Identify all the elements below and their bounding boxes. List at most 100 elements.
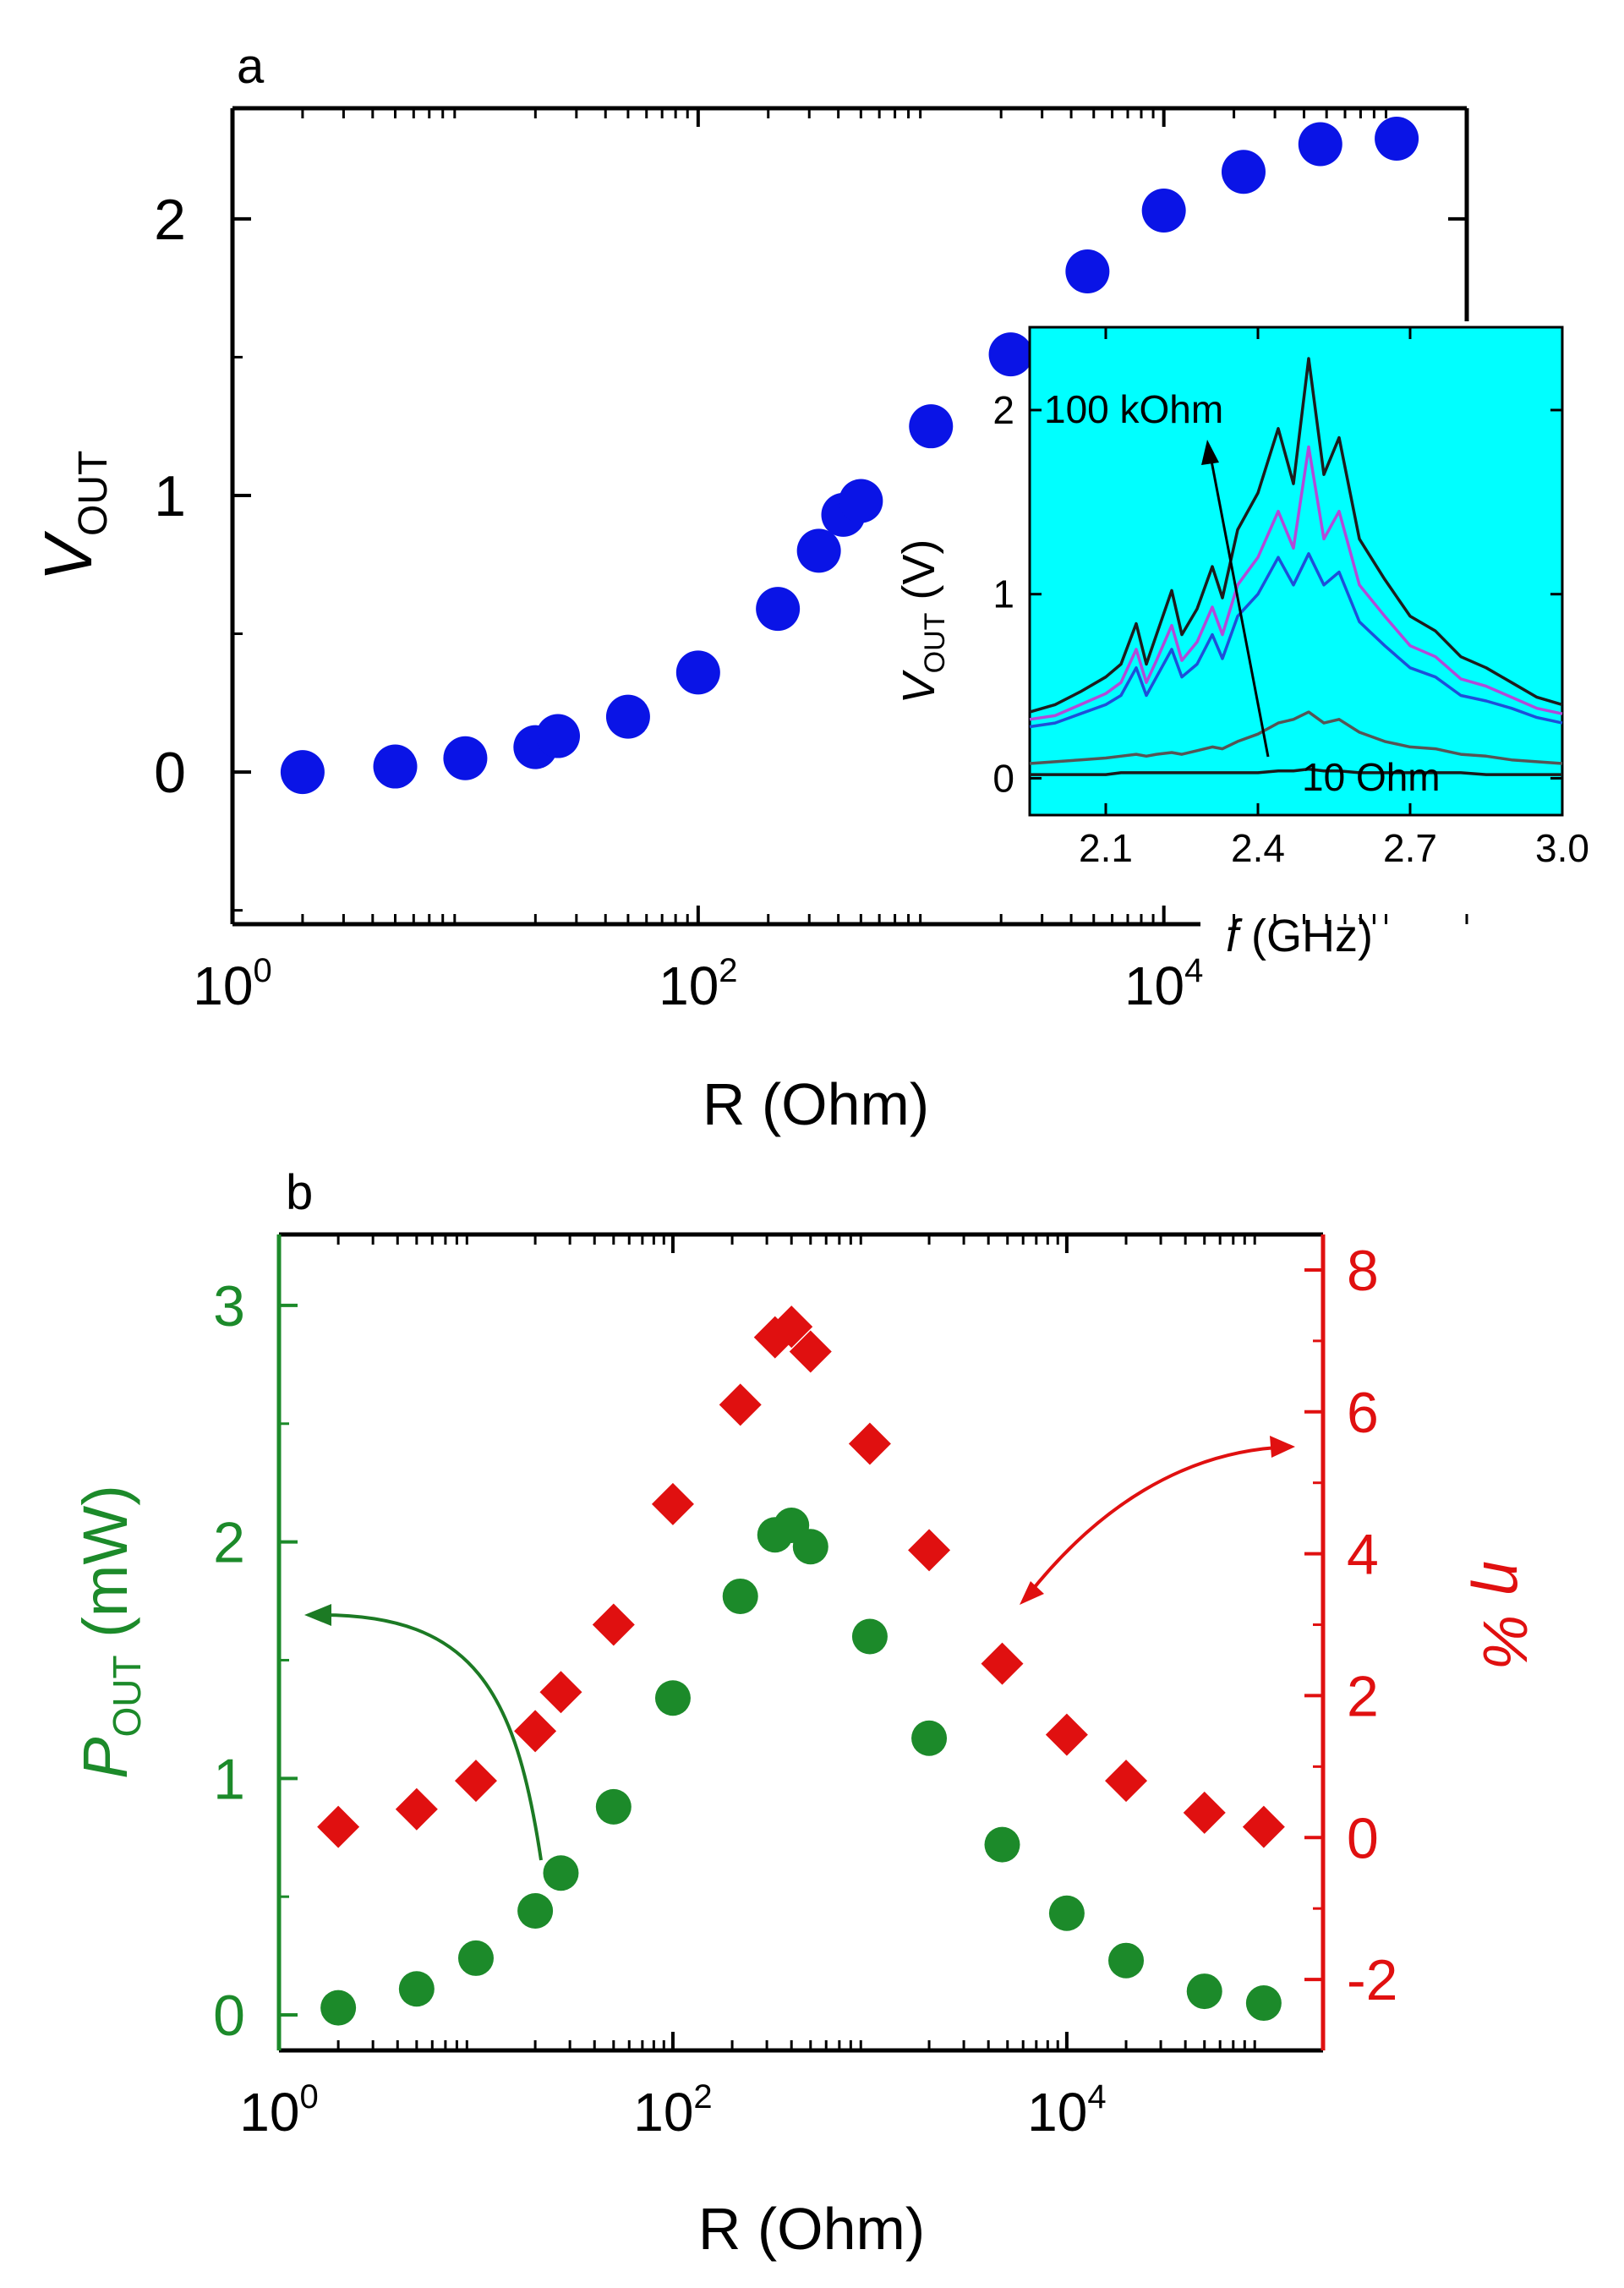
panel-b-x-tick-label: 102 xyxy=(633,2078,712,2143)
inset-tick-labels: 2.1 2.4 2.7 3.0 0 1 2 xyxy=(992,388,1589,870)
panel-a-point xyxy=(1065,249,1110,293)
panel-b-right-y-label: η % xyxy=(1470,1561,1540,1668)
panel-a-point xyxy=(909,404,954,449)
panel-b-right-y-tick-label: 0 xyxy=(1347,1806,1379,1870)
panel-a-label: a xyxy=(237,39,265,94)
inset-x-tick-label: 2.1 xyxy=(1079,826,1133,870)
panel-a-point xyxy=(1375,116,1419,161)
panel-b-x-tick-label: 104 xyxy=(1027,2078,1106,2143)
panel-a-point xyxy=(280,750,325,795)
panel-b-efficiency-point xyxy=(981,1642,1024,1685)
panel-b-efficiency-point xyxy=(592,1603,635,1646)
panel-b-efficiency-point xyxy=(1045,1713,1088,1756)
panel-b-efficiency-point xyxy=(539,1671,582,1714)
panel-a-y-tick-label: 1 xyxy=(154,464,186,528)
panel-b-x-tick-label: 100 xyxy=(239,2078,318,2143)
panel-b-pout-point xyxy=(398,1971,435,2007)
panel-b-efficiency-point xyxy=(651,1482,694,1525)
panel-b-efficiency-points xyxy=(317,1305,1285,1848)
panel-a-point xyxy=(796,528,841,573)
panel-a-x-tick-label: 100 xyxy=(193,952,271,1016)
inset-spectrum-line xyxy=(1029,445,1563,721)
panel-b-efficiency-point xyxy=(908,1529,951,1572)
inset-trend-arrow-head xyxy=(1201,440,1219,465)
panel-b-pout-point xyxy=(851,1618,888,1655)
inset-spectrum-line xyxy=(1029,357,1563,714)
panel-b-pout-point xyxy=(654,1680,691,1716)
panel-b-left-y-label: POUT (mW) xyxy=(70,1485,149,1779)
panel-a-tick-labels: 100 102 104 0 1 2 xyxy=(154,188,1203,1016)
inset-x-tick-label: 2.4 xyxy=(1231,826,1285,870)
panel-b-tick-labels: 100 102 104 0 1 2 3 -2 0 2 4 6 8 xyxy=(213,1239,1397,2143)
panel-b-pout-point xyxy=(320,1990,357,2026)
panel-b-pout-point xyxy=(543,1855,579,1891)
inset-background xyxy=(1028,326,1564,817)
panel-b-red-arrow-tail-head xyxy=(1020,1581,1044,1605)
inset-trend-arrow-line xyxy=(1210,460,1270,758)
panel-b-pout-point xyxy=(1245,1985,1282,2022)
panel-a-point xyxy=(675,650,720,695)
inset-annotation-top: 100 kOhm xyxy=(1044,387,1223,431)
inset-spectrum-line xyxy=(1029,552,1563,729)
panel-b-green-arrow-head xyxy=(304,1604,331,1626)
panel-b-green-arrow-line xyxy=(320,1613,543,1861)
panel-b-pout-point xyxy=(1108,1942,1145,1979)
panel-a-point xyxy=(839,479,883,523)
panel-b-efficiency-point xyxy=(454,1760,497,1803)
panel-a-point xyxy=(536,714,581,758)
inset-spectrum-line xyxy=(1029,710,1563,765)
panel-a-x-tick-label: 102 xyxy=(659,952,737,1016)
panel-a-x-tick-label: 104 xyxy=(1124,952,1203,1016)
panel-b-left-y-tick-label: 0 xyxy=(213,1984,245,2048)
panel-a-data-points xyxy=(280,116,1419,795)
inset-ticks xyxy=(1030,327,1564,815)
inset-y-tick-label: 2 xyxy=(992,388,1014,432)
panel-b-pout-point xyxy=(1186,1973,1222,2010)
panel-b-right-y-tick-label: 2 xyxy=(1347,1664,1379,1728)
inset-x-label: f (GHz) xyxy=(1226,911,1373,961)
panel-b-pout-point xyxy=(595,1788,632,1825)
inset-x-tick-label: 2.7 xyxy=(1383,826,1437,870)
inset-spectra xyxy=(1029,357,1563,776)
panel-b-label: b xyxy=(286,1165,313,1220)
panel-a-point xyxy=(1298,122,1342,167)
panel-a-point xyxy=(443,736,488,780)
panel-b-efficiency-point xyxy=(1105,1760,1148,1803)
panel-b-efficiency-point xyxy=(1183,1791,1226,1834)
inset-annotation-bottom: 10 Ohm xyxy=(1302,755,1441,799)
panel-b-x-label: R (Ohm) xyxy=(698,2196,925,2262)
panel-b-efficiency-point xyxy=(1242,1805,1285,1848)
panel-b-right-y-tick-label: -2 xyxy=(1347,1948,1397,2012)
panel-b-pout-point xyxy=(984,1826,1020,1863)
panel-a-inset: 2.1 2.4 2.7 3.0 0 1 2 100 kOhm 10 Ohm VOUT (V)… xyxy=(894,326,1589,961)
panel-b-efficiency-point xyxy=(514,1710,557,1753)
panel-b-red-arrow-line xyxy=(1025,1446,1277,1598)
panel-b-pout-point xyxy=(722,1578,758,1614)
inset-y-tick-label: 1 xyxy=(992,572,1014,616)
inset-x-tick-label: 3.0 xyxy=(1535,826,1589,870)
panel-a-y-tick-label: 2 xyxy=(154,188,186,252)
panel-b-right-y-tick-label: 8 xyxy=(1347,1239,1379,1303)
panel-b-pout-point xyxy=(457,1940,494,1976)
inset-spectrum-line xyxy=(1030,767,1562,776)
panel-a-x-label: R (Ohm) xyxy=(703,1071,929,1137)
panel-b-efficiency-point xyxy=(770,1305,813,1349)
panel-b-pout-point xyxy=(792,1529,828,1565)
panel-b-minor-ticks xyxy=(336,1234,1325,2050)
panel-a-point xyxy=(373,744,418,789)
panel-a-point xyxy=(756,587,801,632)
panel-b-efficiency-point xyxy=(317,1805,360,1848)
panel-b-pout-point xyxy=(911,1720,948,1756)
panel-b-efficiency-point xyxy=(789,1330,832,1373)
panel-b-pout-point xyxy=(517,1892,554,1929)
panel-b-efficiency-point xyxy=(848,1422,891,1465)
panel-a-point xyxy=(988,332,1033,377)
inset-y-label: VOUT (V) xyxy=(894,539,951,704)
panel-b-left-y-tick-label: 3 xyxy=(213,1274,245,1338)
panel-b-pout-points xyxy=(320,1508,1282,2026)
inset-y-tick-label: 0 xyxy=(992,756,1014,800)
panel-b-left-y-tick-label: 1 xyxy=(213,1747,245,1811)
panel-a-point xyxy=(605,694,650,739)
panel-a-point xyxy=(1221,150,1266,194)
